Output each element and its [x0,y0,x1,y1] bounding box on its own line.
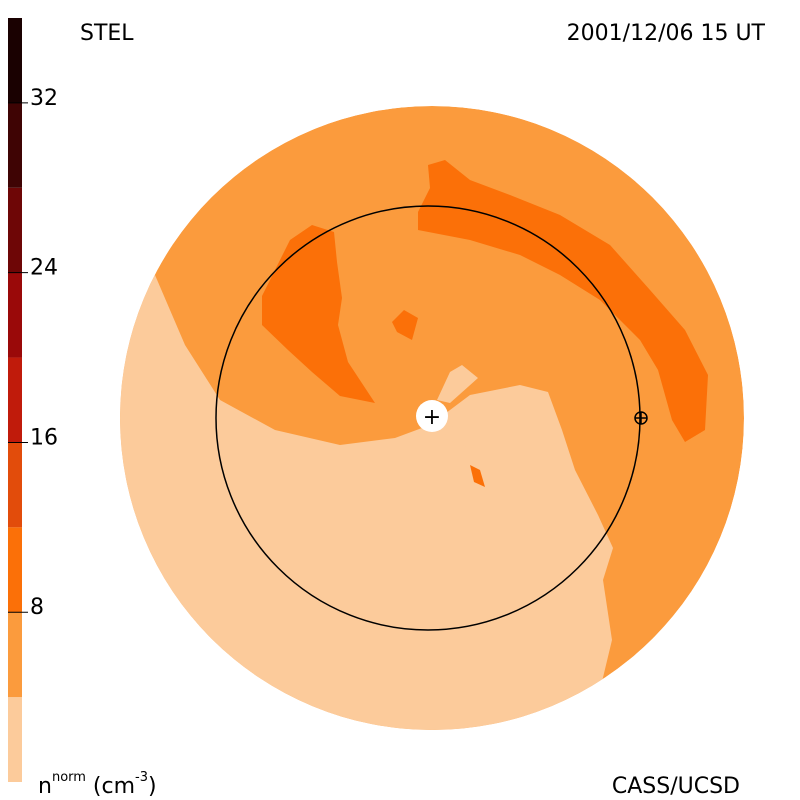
credit-label: CASS/UCSD [612,774,740,799]
colorbar-tick-label: 16 [30,425,58,450]
source-label: STEL [80,21,134,46]
density-region-level-3 [418,160,708,442]
colorbar-band [8,187,22,273]
sun-marker [416,400,448,432]
unit-label-paren-close: ) [148,774,157,799]
density-region-level-1 [437,365,478,403]
density-region-level-1 [120,260,613,730]
colorbar-band [8,102,22,188]
colorbar-band [8,442,22,528]
colorbar-tick-label: 8 [30,595,44,620]
colorbar-band [8,697,22,782]
colorbar-tick-label: 32 [30,86,58,111]
unit-label-main: n [38,774,52,799]
unit-label: nnorm (cm-3) [38,770,157,799]
unit-label-sup: norm [52,770,86,785]
colorbar-ticks: 32 24 16 8 [8,86,58,620]
density-region-level-3 [262,225,375,403]
colorbar [8,18,22,782]
colorbar-tick-label: 24 [30,256,58,281]
colorbar-band [8,527,22,613]
earth-marker [634,411,648,425]
density-region-level-3 [392,310,418,340]
colorbar-band [8,612,22,698]
density-disk: + [120,106,744,730]
colorbar-band [8,357,22,443]
unit-label-exp: -3 [135,770,148,785]
density-region-level-1 [442,425,475,448]
colorbar-band [8,18,22,103]
colorbar-band [8,272,22,358]
timestamp-label: 2001/12/06 15 UT [567,21,766,46]
sun-symbol: + [423,405,441,430]
unit-label-paren-open: (cm [86,774,135,799]
density-region-level-3 [470,465,485,487]
